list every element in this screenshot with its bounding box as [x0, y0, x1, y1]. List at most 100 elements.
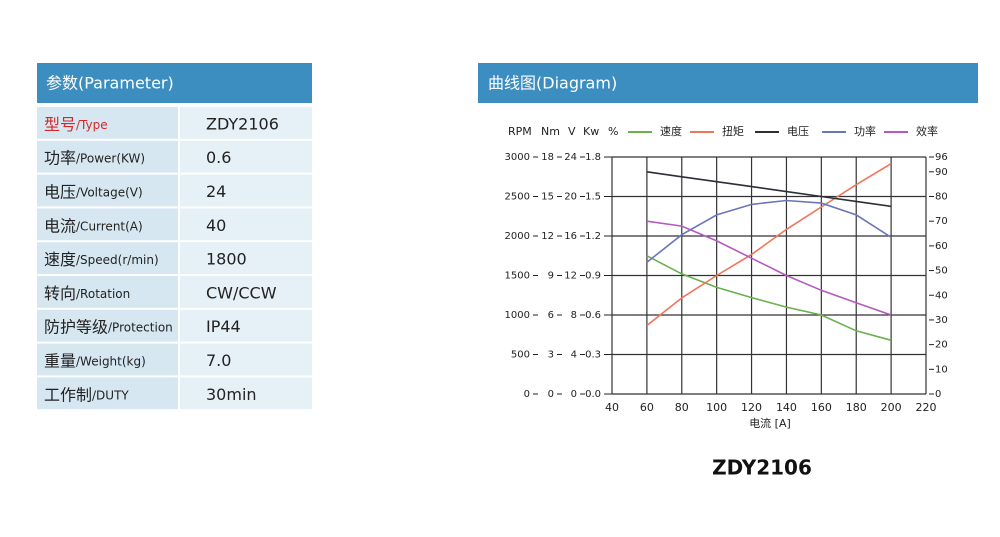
label-en: /Protection [108, 320, 173, 334]
value-cell [180, 276, 312, 308]
label-cell [37, 276, 178, 308]
y2-tick-label: 10 [935, 364, 948, 375]
label-zh: 重量 [44, 351, 76, 370]
legend-label: 速度 [660, 124, 682, 138]
label-en: /Rotation [76, 286, 130, 300]
axis-unit: RPM [508, 125, 532, 138]
label-zh: 防护等级 [44, 317, 108, 336]
y-tick-label: 500 [511, 350, 530, 361]
y-tick-label: 0 [524, 389, 530, 400]
y-tick-label: 0 [571, 389, 577, 400]
y-tick-label: 3000 [505, 152, 530, 163]
y2-tick-label: 0 [935, 389, 941, 400]
row-label: 型号/Type [44, 114, 108, 133]
y-tick-label: 18 [541, 152, 554, 163]
value-cell [180, 343, 312, 376]
row-value: ZDY2106 [206, 114, 279, 133]
legend-label: 效率 [916, 124, 938, 138]
y-tick-label: 0.9 [585, 271, 601, 282]
row-value: 24 [206, 182, 226, 201]
table-header [37, 63, 312, 103]
y-tick-label: 4 [571, 350, 577, 361]
y2-tick-label: 80 [935, 192, 948, 203]
label-en: /Type [76, 117, 108, 131]
label-zh: 转向 [44, 283, 76, 302]
caption: ZDY2106 [712, 456, 812, 480]
y-tick-label: 6 [548, 310, 554, 321]
legend-label: 扭矩 [722, 124, 744, 138]
legend-label: 电压 [787, 125, 809, 138]
axis-unit: % [608, 125, 618, 138]
label-cell [37, 107, 178, 139]
x-tick-label: 60 [640, 401, 654, 414]
axis-unit: V [568, 125, 576, 138]
row-value: 40 [206, 216, 226, 235]
diagram-title: 曲线图(Diagram) [488, 74, 617, 93]
series-line [646, 171, 892, 208]
label-zh: 速度 [44, 250, 76, 269]
value-cell [180, 107, 312, 139]
value-cell [180, 309, 312, 342]
label-zh: 工作制 [44, 385, 92, 404]
label-cell [37, 309, 178, 342]
y-tick-label: 1.8 [585, 152, 601, 163]
label-en: /Voltage(V) [76, 185, 143, 199]
y2-tick-label: 60 [935, 241, 948, 252]
y-tick-label: 1.2 [585, 231, 601, 242]
diagram-header [478, 63, 978, 103]
row-label: 功率/Power(KW) [44, 148, 145, 167]
value-cell [180, 140, 312, 173]
label-cell [37, 208, 178, 241]
row-label: 电压/Voltage(V) [44, 182, 143, 201]
y2-tick-label: 70 [935, 216, 948, 227]
row-label: 电流/Current(A) [44, 216, 143, 235]
y-tick-label: 20 [564, 192, 577, 203]
x-tick-label: 160 [811, 401, 832, 414]
label-cell [37, 140, 178, 173]
y-tick-label: 24 [564, 152, 577, 163]
y-tick-label: 15 [541, 192, 554, 203]
y2-tick-label: 90 [935, 167, 948, 178]
y2-tick-label: 96 [935, 152, 948, 163]
label-en: /DUTY [92, 388, 129, 402]
axis-unit: Kw [583, 125, 599, 138]
y-tick-label: 1000 [505, 310, 530, 321]
label-en: /Current(A) [76, 219, 143, 233]
series-line [646, 220, 892, 316]
row-label: 转向/Rotation [44, 283, 130, 302]
y-tick-label: 3 [548, 350, 554, 361]
y-tick-label: 1.5 [585, 192, 601, 203]
x-tick-label: 80 [675, 401, 689, 414]
x-tick-label: 180 [846, 401, 867, 414]
y-tick-label: 0 [548, 389, 554, 400]
y-tick-label: 9 [548, 271, 554, 282]
row-value: 1800 [206, 250, 247, 269]
y-tick-label: 0.0 [585, 389, 601, 400]
series-line [646, 255, 892, 342]
value-cell [180, 174, 312, 207]
y2-tick-label: 50 [935, 266, 948, 277]
x-tick-label: 40 [605, 401, 619, 414]
legend-label: 功率 [854, 124, 876, 138]
y2-tick-label: 40 [935, 290, 948, 301]
row-value: 0.6 [206, 148, 231, 167]
axis-unit: Nm [541, 125, 560, 138]
label-zh: 电压 [44, 182, 76, 201]
row-label: 重量/Weight(kg) [44, 351, 146, 370]
y-tick-label: 2500 [505, 192, 530, 203]
y2-tick-label: 30 [935, 315, 948, 326]
label-cell [37, 174, 178, 207]
row-value: 30min [206, 385, 257, 404]
x-tick-label: 200 [881, 401, 902, 414]
series-line [646, 162, 892, 327]
y-tick-label: 2000 [505, 231, 530, 242]
label-cell [37, 377, 178, 410]
label-en: /Speed(r/min) [76, 253, 159, 267]
value-cell [180, 208, 312, 241]
value-cell [180, 377, 312, 410]
row-value: IP44 [206, 317, 241, 336]
y-tick-label: 12 [564, 271, 577, 282]
y-tick-label: 16 [564, 231, 577, 242]
value-cell [180, 242, 312, 274]
